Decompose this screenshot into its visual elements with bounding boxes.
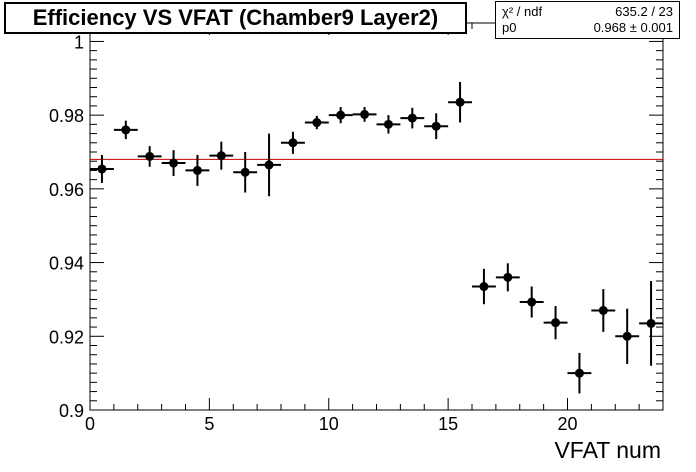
data-point (639, 281, 663, 366)
point-marker (145, 151, 155, 161)
point-marker (336, 110, 346, 120)
data-point (567, 352, 592, 394)
data-point (137, 146, 162, 167)
data-point (185, 154, 210, 186)
x-tick-label: 5 (204, 414, 214, 434)
point-marker (407, 113, 417, 123)
point-marker (216, 151, 226, 161)
point-marker (598, 305, 608, 315)
point-marker (288, 138, 298, 148)
x-axis-label: VFAT num (554, 437, 661, 463)
data-point (113, 120, 138, 140)
data-point (376, 115, 401, 134)
data-point (257, 133, 281, 197)
p0-label: p0 (502, 20, 517, 35)
point-marker (431, 121, 441, 131)
data-point (543, 306, 568, 340)
data-point (495, 263, 520, 292)
point-marker (503, 272, 513, 282)
y-tick-label: 1 (74, 32, 84, 52)
chi2-label: χ² / ndf (502, 4, 543, 19)
point-marker (574, 368, 584, 378)
x-tick-label: 20 (557, 414, 577, 434)
point-marker (360, 109, 370, 119)
data-point (591, 289, 616, 332)
point-marker (479, 282, 489, 292)
data-points (90, 81, 663, 394)
p0-value: 0.968 ± 0.001 (593, 20, 673, 35)
y-tick-label: 0.9 (59, 401, 84, 421)
data-point (615, 308, 640, 364)
data-point (161, 150, 186, 176)
point-marker (121, 125, 131, 135)
plot-area (89, 22, 664, 411)
data-point (209, 141, 234, 170)
data-point (424, 113, 449, 140)
point-marker (312, 118, 322, 128)
point-marker (240, 167, 250, 177)
plot-frame (89, 22, 664, 411)
x-tick-label: 0 (85, 414, 95, 434)
data-point (233, 152, 258, 193)
point-marker (192, 165, 202, 175)
y-tick-label: 0.94 (49, 254, 84, 274)
y-tick-label: 0.98 (49, 106, 84, 126)
y-tick-label: 0.92 (49, 327, 84, 347)
point-marker (646, 318, 656, 328)
point-marker (527, 297, 537, 307)
data-point (472, 268, 496, 305)
x-tick-label: 15 (438, 414, 458, 434)
stats-row-p0: p0 0.968 ± 0.001 (502, 20, 673, 36)
data-point (519, 286, 544, 318)
point-marker (551, 318, 561, 328)
point-marker (169, 158, 179, 168)
stats-row-chi2: χ² / ndf 635.2 / 23 (502, 4, 673, 20)
x-tick-label: 10 (319, 414, 339, 434)
data-point (281, 131, 305, 154)
data-point (352, 107, 377, 122)
fit-stats-box: χ² / ndf 635.2 / 23 p0 0.968 ± 0.001 (495, 1, 680, 39)
data-point (90, 154, 114, 183)
data-point (448, 81, 472, 123)
point-marker (97, 164, 107, 174)
point-marker (264, 160, 274, 170)
chi2-value: 635.2 / 23 (615, 4, 673, 19)
point-marker (622, 331, 632, 341)
y-tick-label: 0.96 (49, 180, 84, 200)
point-marker (383, 119, 393, 129)
data-point (304, 115, 329, 130)
point-marker (455, 97, 465, 107)
data-point (328, 107, 353, 124)
chart-title: Efficiency VS VFAT (Chamber9 Layer2) (4, 2, 467, 34)
data-point (400, 107, 425, 129)
